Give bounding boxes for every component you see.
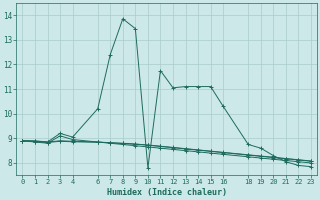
X-axis label: Humidex (Indice chaleur): Humidex (Indice chaleur) bbox=[107, 188, 227, 197]
